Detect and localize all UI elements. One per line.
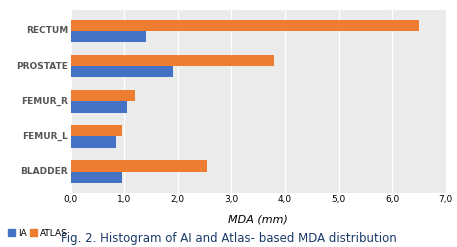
Text: MDA (mm): MDA (mm) (228, 215, 288, 225)
Bar (71, 136, 117, 148)
Legend: IA, ATLAS: IA, ATLAS (8, 228, 68, 238)
Bar (71, 172, 122, 183)
Bar (71, 66, 173, 77)
Bar (71, 101, 127, 113)
Text: Fig. 2. Histogram of AI and Atlas- based MDA distribution: Fig. 2. Histogram of AI and Atlas- based… (61, 231, 396, 245)
Bar (71, 31, 146, 42)
Bar (71, 55, 274, 66)
Bar (71, 160, 207, 172)
Bar (71, 20, 419, 31)
Bar (71, 90, 135, 101)
Bar (71, 125, 122, 136)
